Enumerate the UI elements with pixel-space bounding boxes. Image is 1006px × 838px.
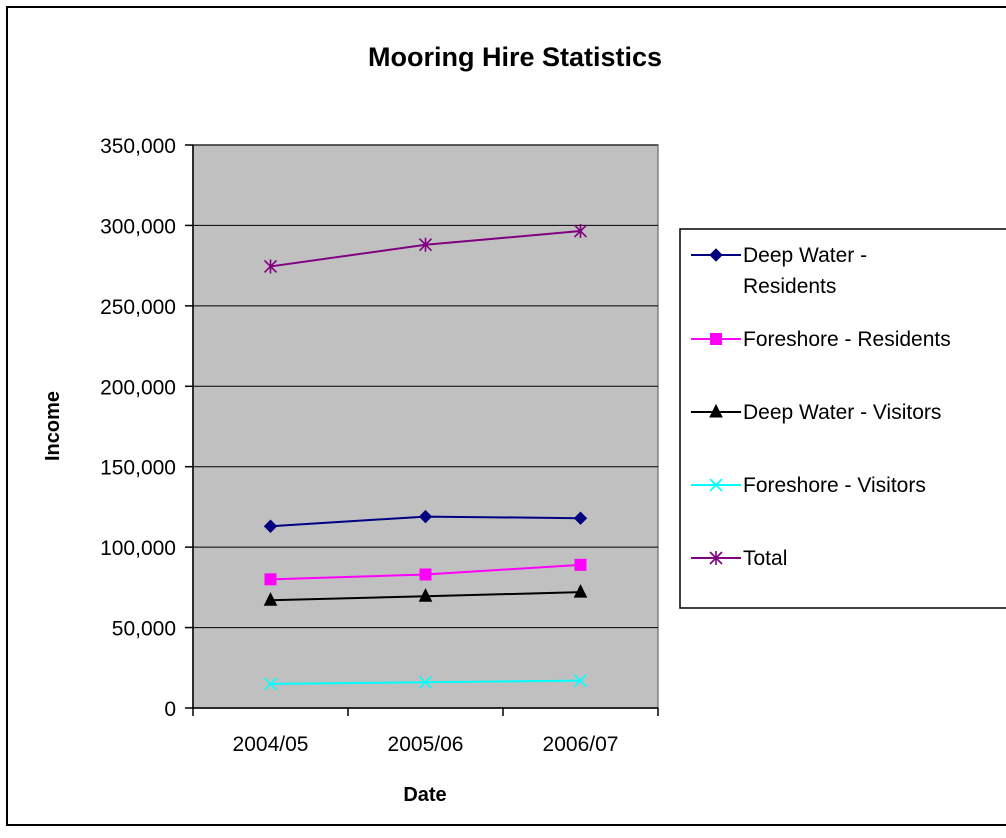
- data-point: [418, 509, 433, 524]
- x-axis-title: Date: [403, 784, 446, 806]
- y-tick-label: 150,000: [100, 457, 176, 480]
- data-point: [573, 674, 588, 688]
- y-axis-title: Income: [42, 391, 64, 461]
- data-point: [709, 403, 723, 418]
- y-tick-label: 350,000: [100, 135, 176, 158]
- data-point: [263, 592, 278, 606]
- legend-label: Total: [743, 547, 787, 570]
- data-point: [573, 584, 588, 598]
- data-point: [710, 333, 722, 345]
- data-point: [574, 558, 587, 571]
- data-point: [418, 237, 433, 252]
- x-tick-label: 2006/07: [543, 733, 619, 756]
- legend-label: Foreshore - Visitors: [743, 474, 926, 497]
- data-point: [709, 551, 723, 565]
- legend-box: [679, 228, 1006, 609]
- y-tick-label: 100,000: [100, 537, 176, 560]
- data-point: [263, 677, 278, 691]
- y-tick-label: 50,000: [112, 618, 176, 641]
- data-point: [263, 519, 278, 533]
- x-tick-label: 2005/06: [388, 733, 464, 756]
- legend-label: Deep Water - Visitors: [743, 401, 941, 424]
- legend: Deep Water - Residents Foreshore - Residen…: [691, 244, 951, 570]
- y-tick-label: 300,000: [100, 215, 176, 238]
- legend-label: Residents: [743, 275, 836, 298]
- data-point: [418, 588, 433, 602]
- chart-title: Mooring Hire Statistics: [368, 42, 662, 72]
- y-tick-label: 0: [164, 698, 176, 721]
- legend-label: Foreshore - Residents: [743, 328, 951, 351]
- y-tick-label: 200,000: [100, 376, 176, 399]
- data-point: [419, 568, 432, 581]
- axes: 0 50,000 100,000 150,000 200,000 250,000 300,0…: [100, 135, 659, 756]
- data-point: [418, 675, 433, 689]
- series-group: [263, 224, 588, 691]
- plot-area: [192, 144, 659, 709]
- y-tick-label: 250,000: [100, 296, 176, 319]
- legend-label: Deep Water -: [743, 244, 867, 267]
- data-point: [573, 511, 588, 525]
- data-point: [264, 573, 277, 586]
- data-point: [709, 478, 723, 492]
- data-point: [573, 224, 588, 239]
- x-tick-label: 2004/05: [233, 733, 309, 756]
- data-point: [709, 248, 723, 262]
- data-point: [263, 259, 278, 274]
